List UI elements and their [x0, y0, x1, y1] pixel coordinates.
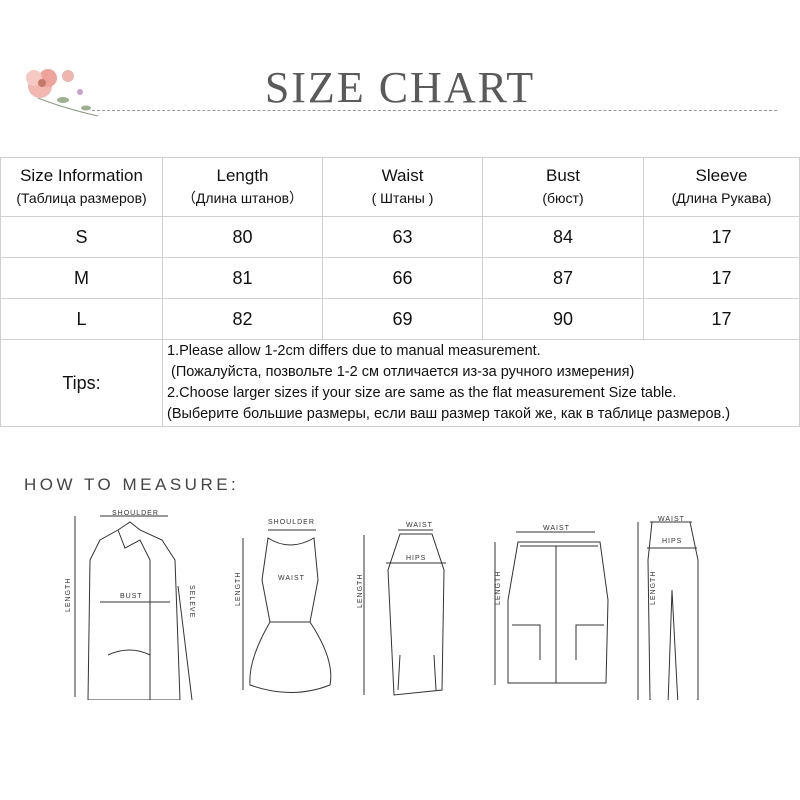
pencil-skirt-sketch-icon: WAIST HIPS LENGTH — [357, 522, 446, 696]
header-bust: Bust (бюст) — [482, 157, 644, 217]
cell: 17 — [643, 298, 800, 340]
tip-line: 1.Please allow 1-2cm differs due to manu… — [167, 343, 541, 359]
length-label: LENGTH — [357, 574, 364, 608]
shoulder-label: SHOULDER — [268, 519, 315, 526]
header-sub: ( Штаны ) — [371, 190, 434, 206]
header-size: Size Information (Таблица размеров) — [0, 157, 163, 217]
table-row: M 81 66 87 17 — [0, 257, 800, 299]
flower-decoration-icon — [26, 69, 99, 117]
header-sub: （Длина штанов） — [181, 190, 304, 206]
cell: M — [0, 257, 163, 299]
length-label: LENGTH — [235, 572, 242, 606]
dress-sketch-icon: SHOULDER WAIST LENGTH — [235, 519, 332, 693]
length-label: LENGTH — [650, 571, 657, 605]
header-label: Size Information — [20, 166, 143, 185]
tip-line: (Пожалуйста, позвольте 1-2 см отличается… — [167, 364, 635, 380]
bust-label: BUST — [120, 593, 143, 600]
table-row: S 80 63 84 17 — [0, 216, 800, 258]
divider — [92, 110, 777, 111]
how-to-measure-heading: HOW TO MEASURE: — [24, 475, 240, 494]
cell: 69 — [322, 298, 483, 340]
header-sub: (бюст) — [542, 190, 584, 206]
waist-label: WAIST — [658, 516, 685, 523]
cell: 80 — [162, 216, 323, 258]
cell: 63 — [322, 216, 483, 258]
table-header-row: Size Information (Таблица размеров) Lengt… — [0, 157, 800, 217]
length-label: LENGTH — [495, 571, 502, 605]
cell: 66 — [322, 257, 483, 299]
cell: 17 — [643, 216, 800, 258]
cell: 84 — [482, 216, 644, 258]
coat-sketch-icon: SHOULDER BUST LENGTH SELEVE — [65, 510, 195, 700]
hips-label: HIPS — [662, 538, 682, 545]
tips-label: Tips: — [0, 339, 163, 427]
size-table: Size Information (Таблица размеров) Lengt… — [0, 157, 800, 427]
measurement-diagrams: SHOULDER BUST LENGTH SELEVE SHOULDER WAI… — [65, 510, 699, 700]
cell: L — [0, 298, 163, 340]
cell: 17 — [643, 257, 800, 299]
pants-sketch-icon: WAIST HIPS LENGTH — [637, 516, 699, 700]
cell: 82 — [162, 298, 323, 340]
sleeve-label: SELEVE — [188, 585, 195, 618]
header-label: Sleeve — [695, 166, 748, 185]
tip-line: (Выберите большие размеры, если ваш разм… — [167, 406, 731, 422]
waist-label: WAIST — [278, 575, 305, 582]
header-sleeve: Sleeve (Длина Рукава) — [643, 157, 800, 217]
header-length: Length （Длина штанов） — [162, 157, 323, 217]
header-label: Bust — [545, 166, 581, 185]
waist-label: WAIST — [406, 522, 433, 529]
shoulder-label: SHOULDER — [112, 510, 159, 517]
waist-label: WAIST — [543, 525, 570, 532]
cell: 81 — [162, 257, 323, 299]
length-label: LENGTH — [65, 578, 72, 612]
page-title: SIZE CHART — [264, 63, 536, 112]
header-sub: (Таблица размеров) — [16, 190, 147, 206]
cell: 90 — [482, 298, 644, 340]
mini-skirt-sketch-icon: WAIST LENGTH — [494, 525, 609, 685]
header-label: Waist — [381, 166, 424, 185]
header-waist: Waist ( Штаны ) — [322, 157, 483, 217]
hips-label: HIPS — [406, 555, 426, 562]
cell: S — [0, 216, 163, 258]
tips-text: 1.Please allow 1-2cm differs due to manu… — [162, 339, 800, 427]
header-sub: (Длина Рукава) — [671, 190, 772, 206]
table-row: L 82 69 90 17 — [0, 298, 800, 340]
tip-line: 2.Choose larger sizes if your size are s… — [167, 385, 677, 401]
tips-row: Tips: 1.Please allow 1-2cm differs due t… — [0, 339, 800, 427]
header-label: Length — [216, 166, 269, 185]
cell: 87 — [482, 257, 644, 299]
